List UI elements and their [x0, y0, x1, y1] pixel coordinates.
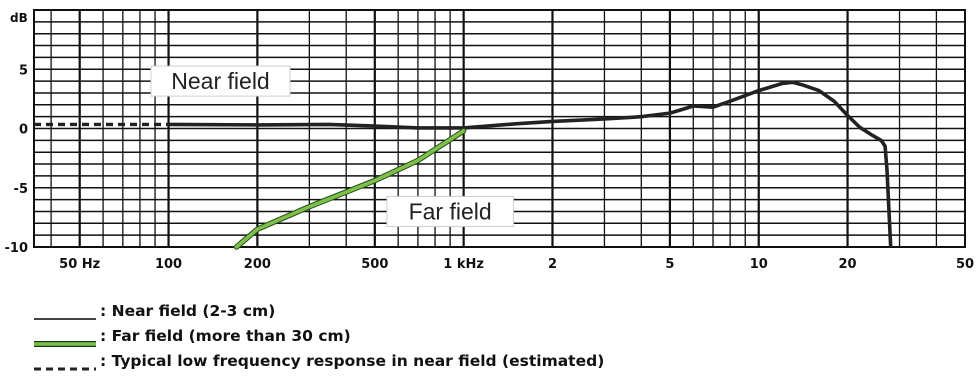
- y-tick-label: 5: [19, 63, 28, 78]
- x-tick-label: 2: [548, 257, 557, 272]
- legend-label-near-field: : Near field (2-3 cm): [100, 302, 276, 320]
- x-tick-label: 20: [839, 257, 857, 272]
- legend-swatch-near-field: [34, 309, 96, 320]
- y-axis-label: dB: [10, 11, 28, 25]
- y-tick-label: -5: [14, 182, 28, 197]
- legend-swatch-far-field: [34, 334, 96, 347]
- annotation-box: [386, 195, 514, 227]
- x-tick-label: 5: [665, 257, 674, 272]
- x-tick-label: 10: [750, 257, 768, 272]
- x-tick-label: 200: [244, 257, 271, 272]
- legend-swatch-low-frequency: [34, 359, 96, 371]
- annotation-text: Far field: [409, 198, 492, 224]
- x-tick-label: 100: [155, 257, 182, 272]
- legend-label-far-field: : Far field (more than 30 cm): [100, 327, 351, 345]
- y-tick-label: -10: [5, 241, 29, 256]
- annotation-far-field: Far field: [386, 195, 514, 227]
- x-tick-label: 1 kHz: [443, 257, 484, 272]
- series-layer: [34, 80, 893, 250]
- annotation-near-field: Near field: [150, 65, 291, 97]
- annotation-text: Near field: [171, 68, 269, 94]
- legend-label-low-frequency: : Typical low frequency response in near…: [100, 352, 605, 370]
- annotations: Near field Far field: [150, 65, 514, 227]
- x-tick-label: 500: [361, 257, 388, 272]
- y-tick-label: 0: [19, 123, 28, 138]
- series-far-field-line: [234, 129, 466, 249]
- series-near-field-line: [168, 80, 893, 248]
- annotation-box: [150, 65, 291, 97]
- x-tick-label: 50: [956, 257, 974, 272]
- x-tick-label: 50 Hz: [59, 257, 100, 272]
